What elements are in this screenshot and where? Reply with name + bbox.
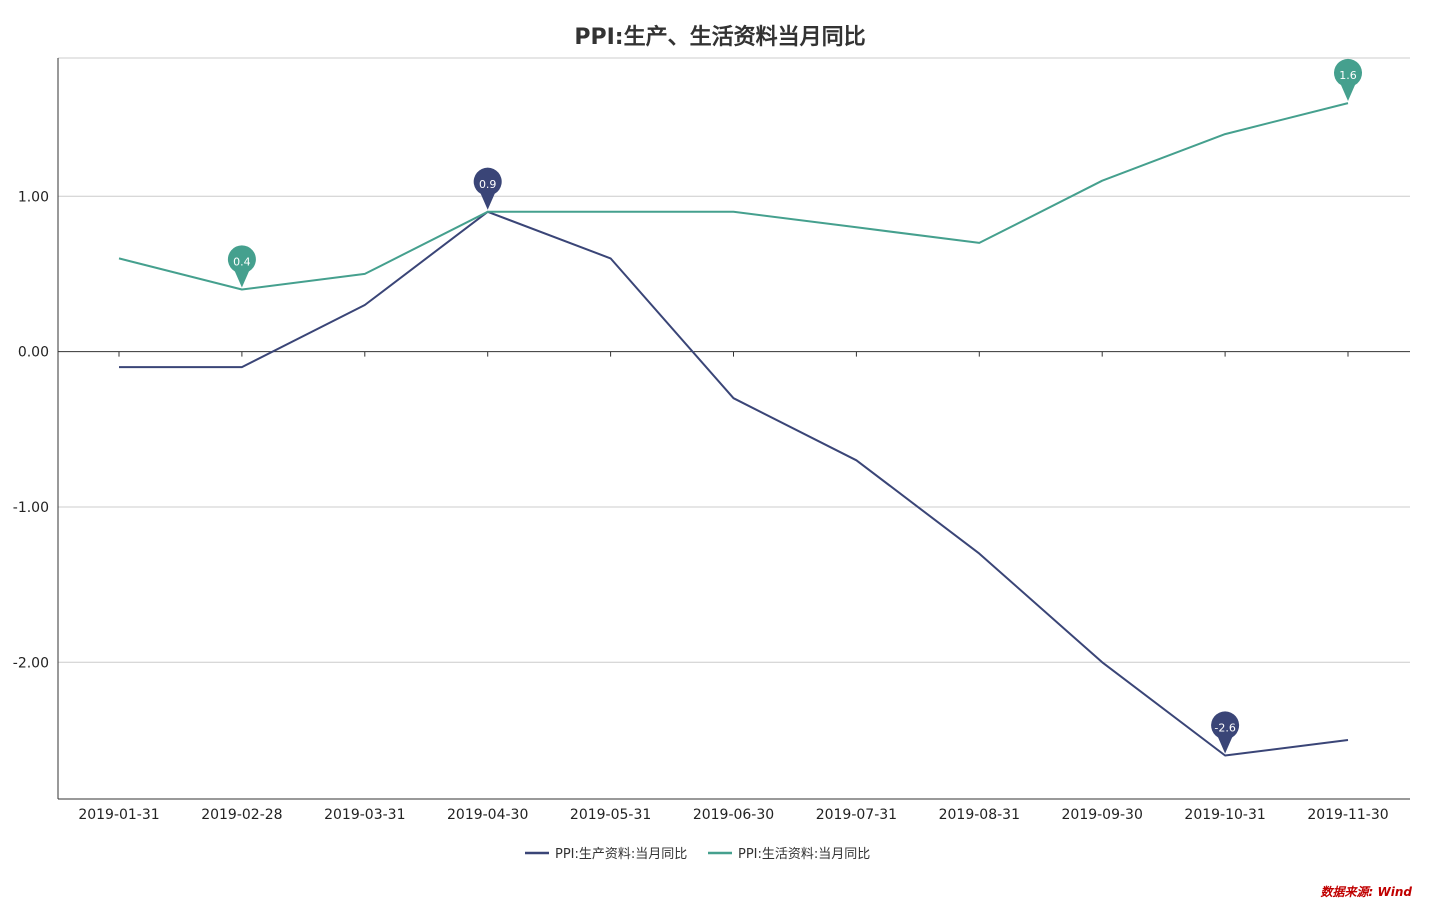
x-tick-label: 2019-01-31 (78, 807, 159, 823)
chart-title: PPI:生产、生活资料当月同比 (574, 25, 865, 50)
pin-label: 1.6 (1339, 69, 1357, 82)
data-markers: 0.9 -2.6 0.4 1.6 (227, 58, 1363, 754)
series-line-2 (118, 102, 1349, 291)
pin-shape (227, 245, 256, 288)
x-tick-label: 2019-03-31 (324, 807, 405, 823)
x-tick-label: 2019-06-30 (693, 807, 774, 823)
pin-marker: 0.9 (473, 167, 502, 210)
y-tick-label: 0.00 (18, 345, 49, 361)
legend-item-1: PPI:生产资料:当月同比 (525, 847, 687, 862)
legend-item-2: PPI:生活资料:当月同比 (708, 847, 870, 862)
series-lines (118, 102, 1349, 757)
x-tick-label: 2019-09-30 (1062, 807, 1143, 823)
y-tick-label: 1.00 (18, 189, 49, 205)
pin-label: 0.9 (479, 178, 497, 191)
pin-marker: 0.4 (227, 245, 256, 288)
x-tick-label: 2019-02-28 (201, 807, 282, 823)
y-tick-label: -2.00 (13, 655, 49, 671)
pin-label: 0.4 (233, 255, 251, 268)
y-tick-label: -1.00 (13, 500, 49, 516)
legend-label: PPI:生活资料:当月同比 (738, 847, 870, 862)
pin-shape (1334, 58, 1363, 102)
x-tick-label: 2019-04-30 (447, 807, 528, 823)
x-tick-label: 2019-07-31 (816, 807, 897, 823)
pin-shape (473, 167, 502, 210)
series-line-1 (119, 210, 1349, 757)
x-tick-label: 2019-08-31 (939, 807, 1020, 823)
gridlines (58, 57, 1410, 663)
pin-marker: -2.6 (1211, 711, 1240, 754)
legend: PPI:生产资料:当月同比 PPI:生活资料:当月同比 (525, 847, 870, 862)
axes: -2.00 -1.00 0.00 1.00 2019-01-31 2019-02-28 20… (13, 58, 1410, 823)
x-tick-label: 2019-11-30 (1307, 807, 1388, 823)
legend-label: PPI:生产资料:当月同比 (555, 847, 687, 862)
pin-label: -2.6 (1214, 722, 1235, 735)
x-tick-label: 2019-10-31 (1184, 807, 1265, 823)
x-tick-label: 2019-05-31 (570, 807, 651, 823)
source-note: 数据来源: Wind (1321, 885, 1413, 899)
pin-shape (1211, 711, 1240, 754)
pin-marker: 1.6 (1334, 58, 1363, 102)
